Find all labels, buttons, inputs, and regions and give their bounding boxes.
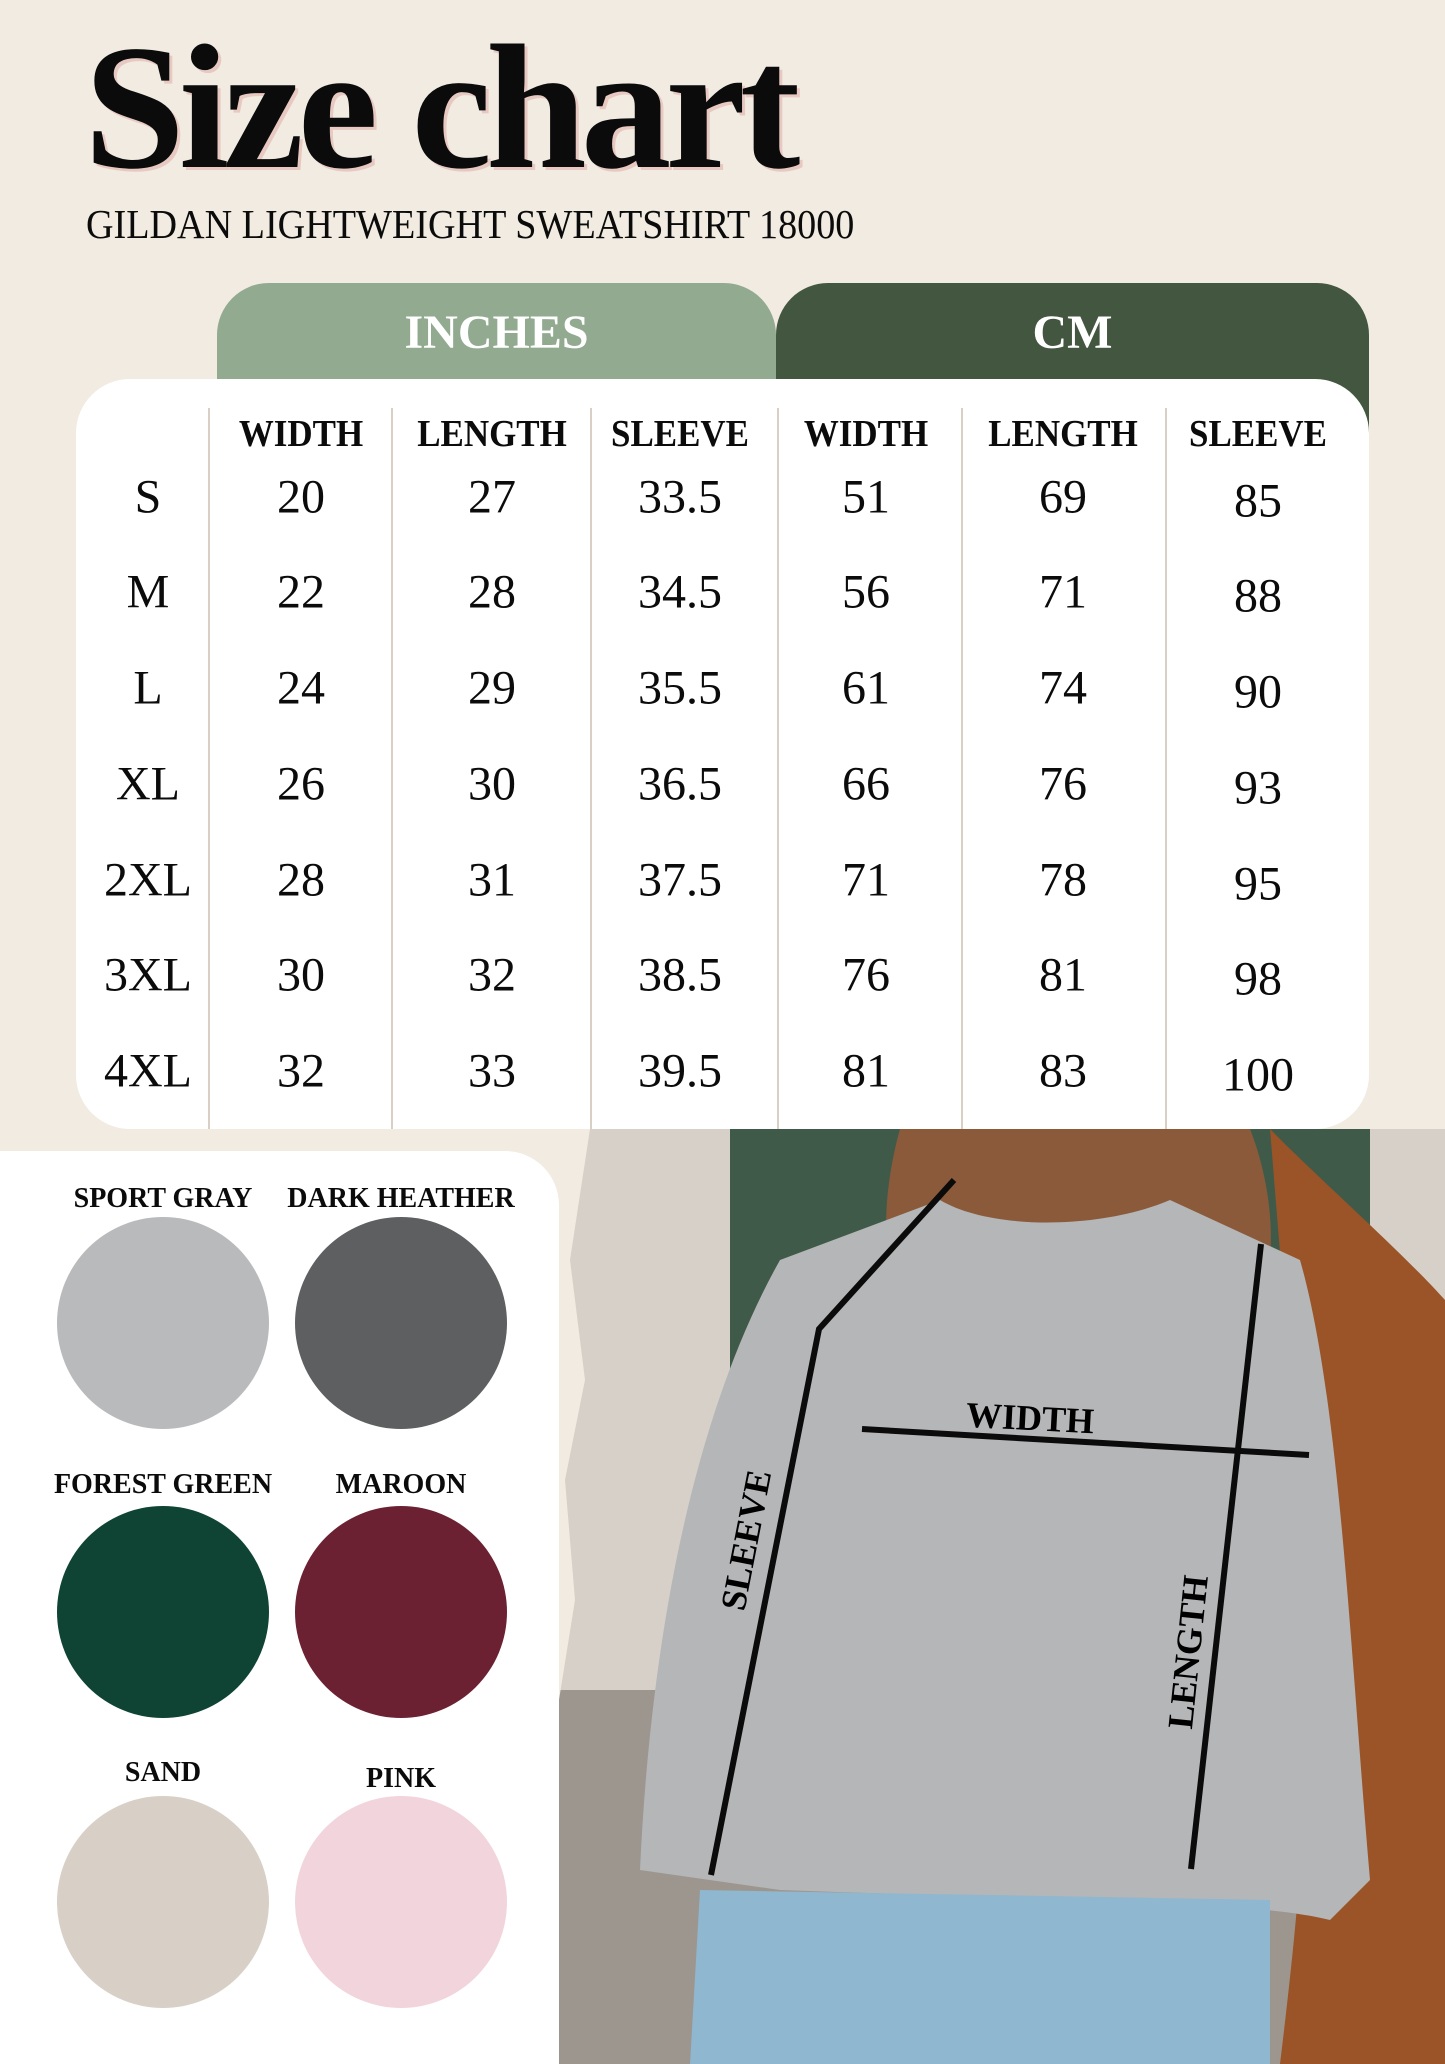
table-cell: 76 <box>1039 757 1087 811</box>
table-cell: 28 <box>468 565 516 619</box>
color-name: DARK HEATHER <box>287 1183 515 1214</box>
column-header: WIDTH <box>238 413 364 455</box>
table-cell: 37.5 <box>638 853 722 907</box>
color-swatch <box>295 1217 507 1429</box>
color-swatch <box>295 1796 507 2008</box>
table-cell: 36.5 <box>638 757 722 811</box>
sleeve-line <box>708 1177 957 1876</box>
product-subtitle: GILDAN LIGHTWEIGHT SWEATSHIRT 18000 <box>86 201 855 247</box>
table-cell: 56 <box>842 565 890 619</box>
table-cell: 31 <box>468 853 516 907</box>
table-cell: 81 <box>1039 948 1087 1002</box>
table-cell: 32 <box>468 948 516 1002</box>
size-label: 2XL <box>104 853 192 907</box>
cm-label: CM <box>1032 306 1113 359</box>
width-line <box>861 1426 1310 1458</box>
table-cell: 39.5 <box>638 1044 722 1098</box>
column-divider <box>391 408 393 1129</box>
color-name: SAND <box>124 1757 202 1788</box>
column-divider <box>1165 408 1167 1129</box>
table-cell: 100 <box>1222 1048 1294 1102</box>
table-cell: 35.5 <box>638 661 722 715</box>
table-cell: 69 <box>1039 470 1087 524</box>
table-cell: 71 <box>842 853 890 907</box>
table-cell: 93 <box>1234 761 1282 815</box>
column-divider <box>590 408 592 1129</box>
table-cell: 24 <box>277 661 325 715</box>
table-cell: 85 <box>1234 474 1282 528</box>
column-header: WIDTH <box>803 413 929 455</box>
table-cell: 29 <box>468 661 516 715</box>
table-cell: 74 <box>1039 661 1087 715</box>
table-cell: 71 <box>1039 565 1087 619</box>
table-cell: 95 <box>1234 857 1282 911</box>
page-title: Size chart <box>84 8 800 206</box>
table-cell: 81 <box>842 1044 890 1098</box>
size-label: L <box>133 661 163 715</box>
table-cell: 34.5 <box>638 565 722 619</box>
table-cell: 28 <box>277 853 325 907</box>
table-cell: 26 <box>277 757 325 811</box>
size-label: 3XL <box>104 948 192 1002</box>
size-label: S <box>134 470 162 524</box>
jeans <box>690 1890 1270 2064</box>
table-cell: 51 <box>842 470 890 524</box>
color-swatch <box>295 1506 507 1718</box>
measurement-lines <box>708 1177 1310 1876</box>
column-header: SLEEVE <box>1189 413 1327 455</box>
table-cell: 61 <box>842 661 890 715</box>
column-header: LENGTH <box>417 413 567 455</box>
size-label: XL <box>116 757 180 811</box>
column-divider <box>777 408 779 1129</box>
size-label: M <box>126 565 170 619</box>
table-cell: 78 <box>1039 853 1087 907</box>
table-cell: 66 <box>842 757 890 811</box>
table-cell: 30 <box>468 757 516 811</box>
inches-label: INCHES <box>404 306 589 359</box>
table-cell: 98 <box>1234 952 1282 1006</box>
table-cell: 38.5 <box>638 948 722 1002</box>
color-name: PINK <box>366 1763 436 1794</box>
color-swatch <box>57 1217 269 1429</box>
color-options-panel: SPORT GRAY DARK HEATHER FOREST GREEN MAROON… <box>0 1151 559 2064</box>
table-cell: 90 <box>1234 665 1282 719</box>
color-name: FOREST GREEN <box>53 1469 273 1500</box>
table-cell: 33.5 <box>638 470 722 524</box>
column-divider <box>208 408 210 1129</box>
sweatshirt <box>640 1200 1370 1920</box>
table-cell: 76 <box>842 948 890 1002</box>
table-cell: 27 <box>468 470 516 524</box>
column-header: LENGTH <box>988 413 1138 455</box>
color-name: SPORT GRAY <box>73 1183 253 1214</box>
color-swatch <box>57 1796 269 2008</box>
table-cell: 30 <box>277 948 325 1002</box>
column-header: SLEEVE <box>611 413 749 455</box>
table-cell: 83 <box>1039 1044 1087 1098</box>
table-cell: 22 <box>277 565 325 619</box>
size-label: 4XL <box>104 1044 192 1098</box>
table-cell: 33 <box>468 1044 516 1098</box>
length-line <box>1188 1243 1264 1870</box>
size-table: WIDTH LENGTH SLEEVE WIDTH LENGTH SLEEVE S 20 27 3… <box>76 379 1369 1129</box>
color-swatch <box>57 1506 269 1718</box>
table-cell: 88 <box>1234 569 1282 623</box>
table-cell: 20 <box>277 470 325 524</box>
color-name: MAROON <box>335 1469 467 1500</box>
width-label: WIDTH <box>965 1395 1095 1442</box>
table-cell: 32 <box>277 1044 325 1098</box>
column-divider <box>961 408 963 1129</box>
